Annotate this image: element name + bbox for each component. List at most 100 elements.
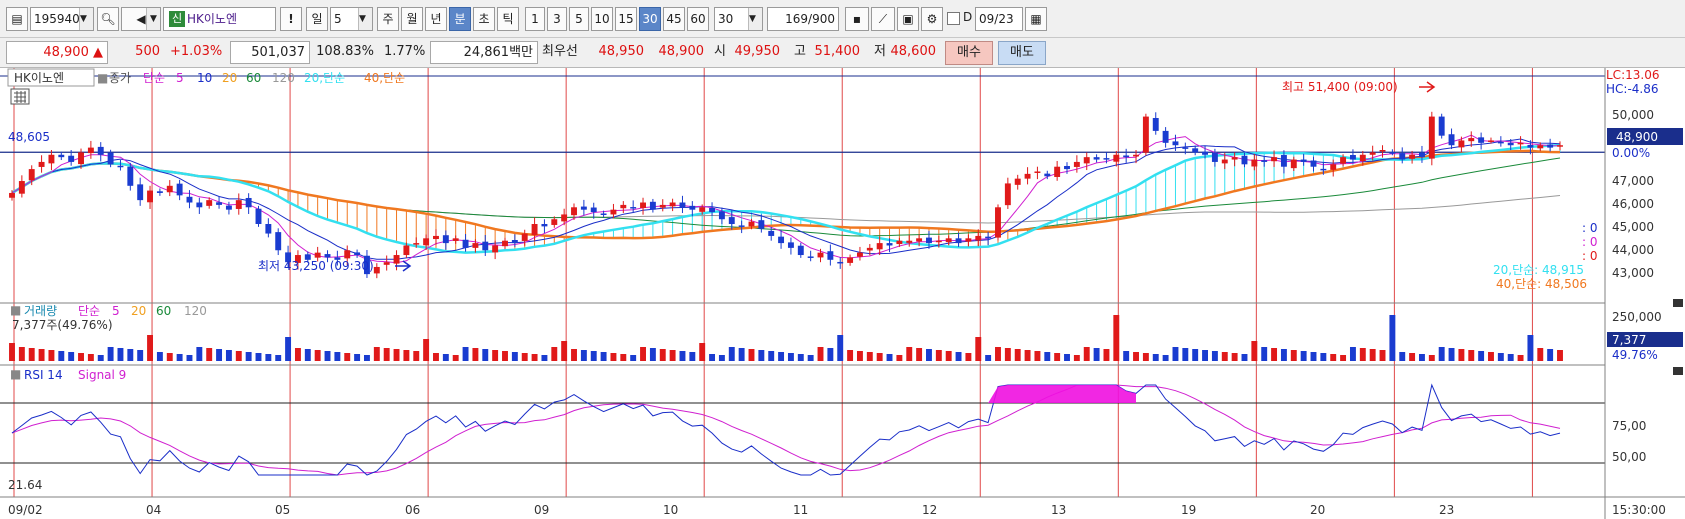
volume-bar bbox=[334, 352, 341, 361]
buy-button[interactable]: 매수 bbox=[945, 41, 993, 65]
candle-body bbox=[1113, 154, 1120, 162]
interval-1[interactable]: 1 bbox=[525, 7, 545, 31]
tab-week[interactable]: 주 bbox=[377, 7, 399, 31]
volume-bar bbox=[1211, 351, 1218, 361]
interval-10[interactable]: 10 bbox=[591, 7, 613, 31]
volume-bar bbox=[1093, 348, 1100, 361]
tab-tick[interactable]: 틱 bbox=[497, 7, 519, 31]
indicator-icon[interactable]: ▪︎ bbox=[845, 7, 869, 31]
volume-bar bbox=[1280, 349, 1287, 361]
panel-close-icon[interactable] bbox=[1673, 299, 1683, 307]
candle-body bbox=[492, 245, 499, 253]
candle-body bbox=[709, 208, 716, 213]
gear-icon[interactable]: ⚙︎ bbox=[921, 7, 943, 31]
tab-day[interactable]: 일 bbox=[306, 7, 328, 31]
alert-button[interactable]: ! bbox=[280, 7, 302, 31]
candle-body bbox=[876, 243, 883, 250]
date-check-label: D bbox=[963, 10, 973, 24]
reference-price-label: 48,605 bbox=[8, 130, 50, 144]
chevron-down-icon[interactable]: ▼ bbox=[79, 8, 93, 30]
candle-body bbox=[679, 202, 686, 208]
interval-select[interactable]: 30 ▼ bbox=[714, 7, 763, 31]
candle-body bbox=[442, 235, 449, 244]
volume-bar bbox=[1251, 341, 1258, 361]
candle-body bbox=[590, 207, 597, 213]
candle-body bbox=[1537, 145, 1544, 149]
interval-5[interactable]: 5 bbox=[569, 7, 589, 31]
candle-body bbox=[176, 183, 183, 196]
candle-body bbox=[28, 169, 35, 181]
interval-45[interactable]: 45 bbox=[663, 7, 685, 31]
date-label: 12 bbox=[922, 503, 937, 517]
volume-bar bbox=[787, 353, 794, 361]
chevron-down-icon[interactable]: ▼ bbox=[358, 8, 372, 30]
tab-year[interactable]: 년 bbox=[425, 7, 447, 31]
candle-body bbox=[225, 205, 232, 210]
volume-y-tick: 250,000 bbox=[1612, 310, 1662, 324]
legend-square-icon: ■ bbox=[10, 367, 21, 381]
quote-bar: 48,900 ▲ 500 +1.03% 501,037 108.83% 1.77… bbox=[0, 38, 1685, 68]
volume-bar bbox=[403, 350, 410, 361]
tab-month[interactable]: 월 bbox=[401, 7, 423, 31]
candle-body bbox=[1290, 159, 1297, 169]
legend-name-box[interactable] bbox=[7, 68, 95, 87]
date-input[interactable]: 09/23 bbox=[975, 7, 1023, 31]
day-count-select[interactable]: 5 ▼ bbox=[330, 7, 373, 31]
y-tick: 45,000 bbox=[1612, 220, 1654, 234]
stock-chart[interactable]: HK이노엔 ■ 종가 단순 5 10 20 60 120 20,단순 40,단순… bbox=[0, 68, 1685, 519]
legend-square-icon: ■ bbox=[97, 71, 108, 85]
volume-bar bbox=[1379, 350, 1386, 361]
candle-body bbox=[403, 245, 410, 256]
up-arrow-icon: ▲ bbox=[93, 45, 103, 60]
calendar-icon[interactable]: ▦ bbox=[1025, 7, 1047, 31]
volume-bar bbox=[837, 335, 844, 361]
volume-bar bbox=[995, 347, 1001, 361]
volume-ma60: 60 bbox=[156, 304, 171, 318]
candle-body bbox=[1497, 141, 1504, 144]
volume-bar bbox=[679, 351, 686, 361]
data-count-value: 169 bbox=[785, 12, 809, 26]
interval-30[interactable]: 30 bbox=[639, 7, 661, 31]
line-tool-icon[interactable]: ⟋ bbox=[871, 7, 895, 31]
volume-bar bbox=[1349, 347, 1356, 361]
volume-bar bbox=[1300, 351, 1307, 361]
tab-second[interactable]: 초 bbox=[473, 7, 495, 31]
stock-name-field[interactable]: 신 HK이노엔 bbox=[163, 7, 276, 31]
chart-layout-icon[interactable]: ▤ bbox=[6, 7, 28, 31]
candle-body bbox=[738, 225, 745, 227]
candle-body bbox=[1251, 159, 1258, 167]
candle-body bbox=[797, 245, 804, 256]
volume-bar bbox=[1310, 352, 1317, 361]
volume-bar bbox=[206, 348, 213, 361]
candle-body bbox=[48, 154, 55, 164]
search-icon[interactable]: 🔍︎ bbox=[97, 7, 119, 31]
volume-bar bbox=[156, 352, 163, 361]
volume-bar bbox=[1162, 355, 1169, 361]
tab-minute[interactable]: 분 bbox=[449, 7, 471, 31]
volume-bar bbox=[1419, 354, 1425, 361]
candle-body bbox=[1103, 158, 1110, 160]
volume-bar bbox=[1221, 352, 1228, 361]
hc-label: HC:-4.86 bbox=[1606, 82, 1659, 96]
chevron-down-icon[interactable]: ▼ bbox=[146, 8, 160, 30]
candle-body bbox=[1359, 154, 1366, 161]
date-checkbox[interactable] bbox=[947, 12, 960, 25]
sell-button[interactable]: 매도 bbox=[998, 41, 1046, 65]
volume-bar bbox=[423, 339, 430, 361]
speaker-icon[interactable]: ◀︎ ▼ bbox=[121, 7, 161, 31]
interval-15[interactable]: 15 bbox=[615, 7, 637, 31]
panel-close-icon[interactable] bbox=[1673, 367, 1683, 375]
interval-3[interactable]: 3 bbox=[547, 7, 567, 31]
data-count-field[interactable]: 169/900 bbox=[767, 7, 839, 31]
stock-code-input[interactable]: 195940 ▼ bbox=[30, 7, 94, 31]
candle-body bbox=[137, 184, 144, 201]
candle-body bbox=[669, 202, 676, 207]
time-axis: 09/02 04 05 06 09 10 11 12 13 19 20 23 1… bbox=[8, 503, 1666, 517]
candle-body bbox=[1310, 160, 1317, 167]
chevron-down-icon[interactable]: ▼ bbox=[748, 8, 762, 30]
save-icon[interactable]: ▣ bbox=[897, 7, 919, 31]
candle-body bbox=[531, 224, 538, 235]
interval-60[interactable]: 60 bbox=[687, 7, 709, 31]
date-label: 09 bbox=[534, 503, 549, 517]
lc-label: LC:13.06 bbox=[1606, 68, 1659, 82]
